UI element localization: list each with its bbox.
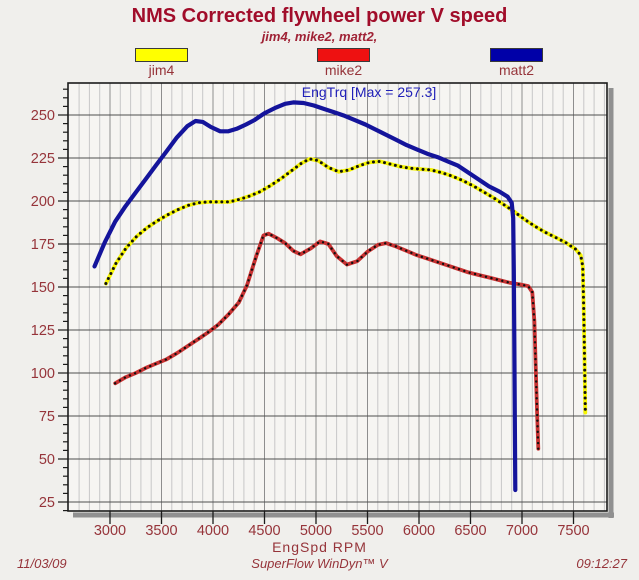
legend-swatch-matt2 <box>490 48 543 62</box>
y-tick-labels: 25 50 75 100 125 150 175 200 225 250 <box>31 108 55 511</box>
svg-text:250: 250 <box>31 108 55 124</box>
footer-app-name: SuperFlow WinDyn™ V <box>251 556 388 571</box>
max-torque-annotation: EngTrq [Max = 257.3] <box>302 84 437 100</box>
svg-text:225: 225 <box>31 151 55 167</box>
legend-label-jim4: jim4 <box>148 62 175 78</box>
series-matt2 <box>92 100 518 493</box>
svg-text:150: 150 <box>31 280 55 296</box>
y-axis-ticks <box>58 88 68 512</box>
svg-text:25: 25 <box>39 495 55 511</box>
x-axis-label: EngSpd RPM <box>272 539 367 555</box>
plot-background <box>68 83 607 511</box>
series-jim4 <box>104 156 588 415</box>
svg-text:5000: 5000 <box>300 523 332 539</box>
footer: 11/03/09 SuperFlow WinDyn™ V 09:12:27 <box>0 556 639 574</box>
footer-time: 09:12:27 <box>576 556 627 571</box>
footer-date: 11/03/09 <box>17 556 67 571</box>
svg-text:3000: 3000 <box>94 523 126 539</box>
legend-swatch-mike2 <box>317 48 370 62</box>
svg-text:100: 100 <box>31 366 55 382</box>
svg-text:75: 75 <box>39 409 55 425</box>
chart-subtitle: jim4, mike2, matt2, <box>261 29 378 44</box>
chart-title: NMS Corrected flywheel power V speed <box>131 5 508 27</box>
svg-text:7500: 7500 <box>557 523 589 539</box>
vertical-gridlines <box>78 83 605 511</box>
svg-text:175: 175 <box>31 237 55 253</box>
svg-text:200: 200 <box>31 194 55 210</box>
svg-text:4000: 4000 <box>197 523 229 539</box>
svg-text:125: 125 <box>31 323 55 339</box>
svg-text:50: 50 <box>39 452 55 468</box>
svg-text:3500: 3500 <box>145 523 177 539</box>
legend-swatch-jim4 <box>135 48 188 62</box>
svg-text:4500: 4500 <box>248 523 280 539</box>
legend-label-matt2: matt2 <box>498 62 534 78</box>
plot-shadow <box>73 88 614 518</box>
svg-text:5500: 5500 <box>351 523 383 539</box>
svg-text:6000: 6000 <box>403 523 435 539</box>
x-tick-labels: 3000 3500 4000 4500 5000 5500 6000 6500 7000 7500 <box>94 523 590 539</box>
svg-text:7000: 7000 <box>506 523 538 539</box>
plot-frame <box>67 82 608 512</box>
series-mike2 <box>113 231 541 451</box>
horizontal-gridlines <box>68 114 607 503</box>
legend-label-mike2: mike2 <box>324 62 363 78</box>
svg-text:6500: 6500 <box>454 523 486 539</box>
x-axis-ticks <box>109 511 575 524</box>
